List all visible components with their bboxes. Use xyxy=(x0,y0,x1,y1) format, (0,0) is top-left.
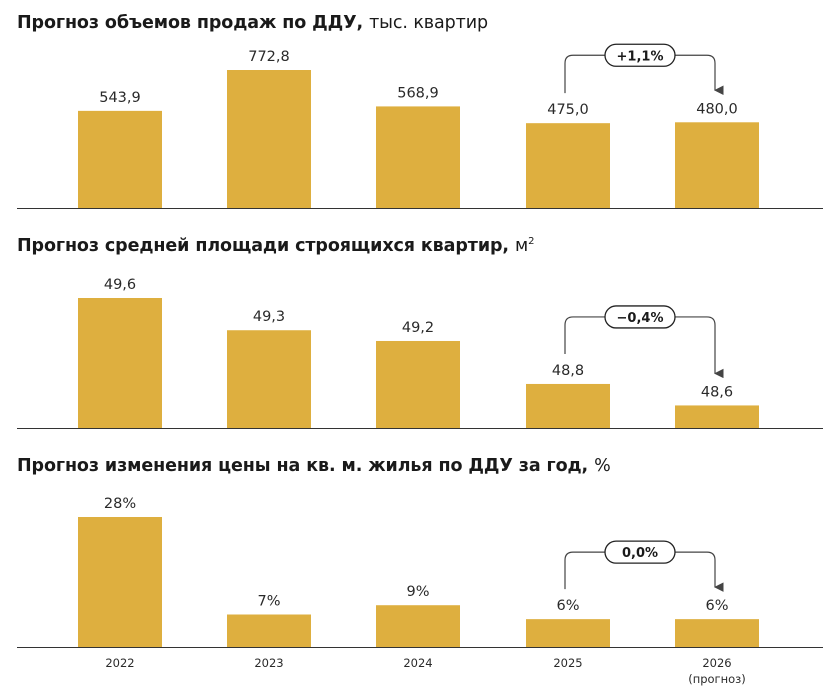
value-label-area-2026: 48,6 xyxy=(701,384,733,400)
change-label-sales: +1,1% xyxy=(617,49,664,64)
value-label-area-2022: 49,6 xyxy=(104,277,136,293)
value-label-price-2025: 6% xyxy=(556,598,579,614)
x-axis-labels: 2022 2023 2024 2025 2026 (прогноз) xyxy=(105,656,745,686)
value-label-area-2024: 49,2 xyxy=(402,320,434,336)
value-label-price-2026: 6% xyxy=(705,598,728,614)
change-label-area: −0,4% xyxy=(617,311,664,326)
bar-sales-2026 xyxy=(675,122,759,208)
bar-price-2025 xyxy=(526,619,610,647)
x-tick-2023: 2023 xyxy=(254,656,283,670)
change-pill-price xyxy=(604,540,676,564)
x-tick-2026: 2026 xyxy=(702,656,731,670)
bar-price-2026 xyxy=(675,619,759,647)
bar-sales-2024 xyxy=(376,106,460,208)
change-pill-sales xyxy=(604,43,676,67)
bar-area-2022 xyxy=(78,298,162,428)
change-label-price: 0,0% xyxy=(622,546,658,561)
x-tick-2022: 2022 xyxy=(105,656,134,670)
bar-area-2024 xyxy=(376,340,460,428)
bar-price-2024 xyxy=(376,605,460,647)
chart-title-sales: Прогноз объемов продаж по ДДУ, тыс. квар… xyxy=(17,13,489,33)
value-label-sales-2025: 475,0 xyxy=(547,102,589,118)
chart-panel-area: 49,6 49,3 49,2 48,8 48,6 −0,4% xyxy=(17,277,823,429)
chart-panel-price: 28% 7% 9% 6% 6% 0,0% xyxy=(17,496,823,648)
value-label-sales-2022: 543,9 xyxy=(99,90,141,106)
value-label-sales-2026: 480,0 xyxy=(696,101,738,117)
value-label-price-2022: 28% xyxy=(104,496,136,512)
bar-area-2023 xyxy=(227,330,311,428)
value-label-price-2023: 7% xyxy=(257,594,280,610)
bar-area-2025 xyxy=(526,383,610,428)
change-pill-area xyxy=(604,305,676,329)
bar-price-2022 xyxy=(78,517,162,647)
bar-sales-2023 xyxy=(227,70,311,208)
x-tick-2025: 2025 xyxy=(553,656,582,670)
chart-panel-sales: 543,9 772,8 568,9 475,0 480,0 +1,1% xyxy=(17,43,823,209)
bar-area-2026 xyxy=(675,405,759,428)
chart-title-area: Прогноз средней площади строящихся кварт… xyxy=(17,236,535,256)
x-tick-2024: 2024 xyxy=(403,656,432,670)
bar-price-2023 xyxy=(227,614,311,647)
x-tick-forecast-note: (прогноз) xyxy=(688,672,746,686)
bar-sales-2022 xyxy=(78,110,162,208)
value-label-sales-2023: 772,8 xyxy=(248,49,290,65)
value-label-sales-2024: 568,9 xyxy=(397,85,439,101)
value-label-price-2024: 9% xyxy=(406,584,429,600)
value-label-area-2025: 48,8 xyxy=(552,363,584,379)
chart-title-price: Прогноз изменения цены на кв. м. жилья п… xyxy=(17,456,611,476)
value-label-area-2023: 49,3 xyxy=(253,309,285,325)
bar-sales-2025 xyxy=(526,123,610,208)
